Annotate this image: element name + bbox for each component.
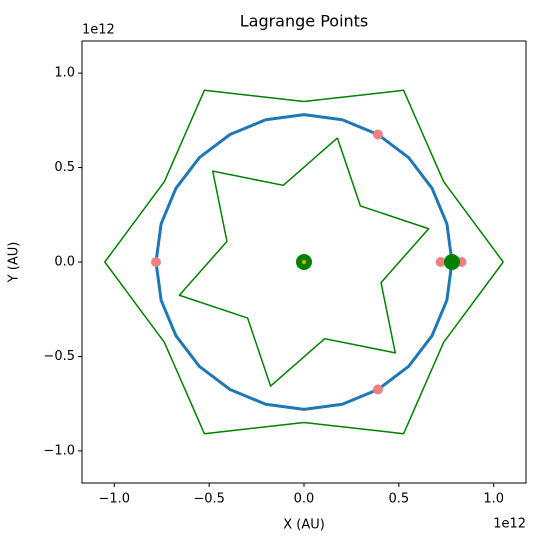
y-axis-label: Y (AU) — [7, 242, 22, 284]
plot-area — [104, 89, 504, 435]
x-tick-label: −1.0 — [98, 492, 130, 507]
point — [373, 384, 383, 395]
y-tick-label: −1.0 — [43, 443, 75, 458]
point — [302, 260, 306, 264]
x-tick-label: 0.5 — [389, 492, 410, 507]
point — [435, 257, 446, 267]
y-tick-label: 1.0 — [54, 66, 75, 81]
y-tick-label: −0.5 — [43, 349, 75, 364]
point — [444, 254, 460, 270]
y-tick-label: 0.0 — [54, 255, 75, 270]
x-axis-label: X (AU) — [283, 518, 325, 533]
trajectory-line — [104, 89, 504, 435]
point — [373, 129, 383, 140]
chart-title: Lagrange Points — [240, 12, 369, 31]
x-tick-label: 1.0 — [483, 492, 504, 507]
trajectory-line — [178, 137, 430, 387]
y-tick-label: 0.5 — [54, 160, 75, 175]
y-offset-label: 1e12 — [82, 23, 115, 38]
x-tick-label: −0.5 — [193, 492, 225, 507]
x-offset-label: 1e12 — [493, 517, 526, 532]
point — [151, 257, 161, 267]
x-tick-label: 0.0 — [294, 492, 315, 507]
